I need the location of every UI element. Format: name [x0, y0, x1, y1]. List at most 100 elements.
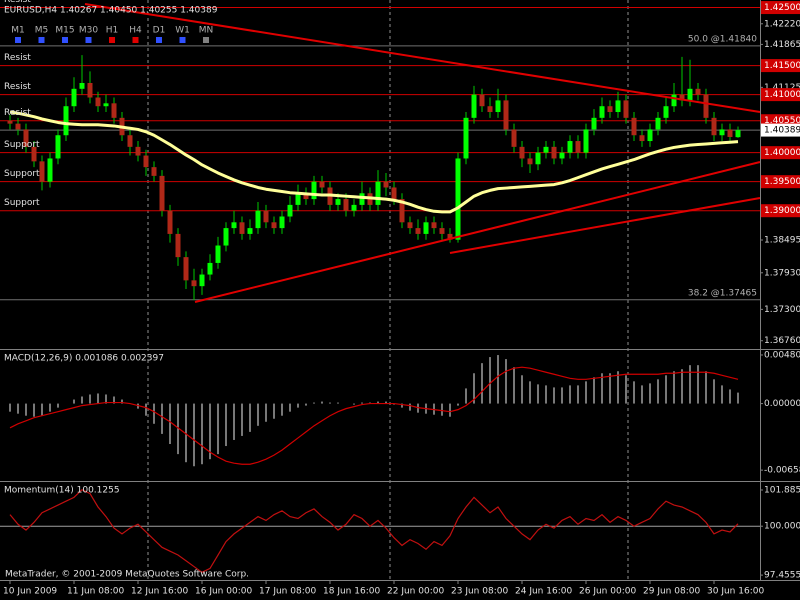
candle-body	[735, 130, 741, 138]
y-tick-label: 1.42220	[764, 19, 800, 29]
y-tick-label: 1.38495	[764, 236, 800, 246]
timeframe-label: H4	[129, 26, 142, 36]
candle-body	[271, 222, 277, 229]
candle-body	[39, 161, 45, 182]
candle-body	[391, 187, 397, 200]
candle-body	[383, 181, 389, 188]
timeframe-label: M30	[79, 26, 98, 36]
candle-body	[543, 146, 549, 153]
candle-body	[207, 262, 213, 275]
candle-body	[695, 88, 701, 95]
y-tick-label: 101.8855	[764, 485, 800, 495]
candle-body	[727, 129, 733, 137]
candle-body	[351, 204, 357, 211]
candle-body	[359, 193, 365, 205]
timeframe-button[interactable]	[132, 37, 139, 43]
candle-body	[655, 117, 661, 130]
candle-body	[15, 123, 21, 130]
candle-body	[135, 146, 141, 156]
candle-body	[111, 103, 117, 118]
panel-title: EURUSD,H4 1.40267 1.40450 1.40255 1.4038…	[4, 6, 218, 16]
candle-body	[567, 141, 573, 153]
timeframe-button[interactable]	[109, 37, 115, 43]
candle-body	[471, 94, 477, 118]
candle-body	[415, 228, 421, 234]
candle-body	[375, 181, 381, 205]
x-tick-label: 17 Jun 08:00	[259, 587, 316, 597]
candle-body	[79, 83, 85, 89]
timeframe-button[interactable]	[15, 37, 21, 43]
candle-body	[495, 100, 501, 113]
candle-body	[7, 120, 13, 124]
candle-body	[631, 117, 637, 136]
candle-body	[503, 100, 509, 130]
candle-body	[71, 88, 77, 107]
level-label: Support	[4, 169, 40, 179]
level-price-box	[761, 88, 800, 102]
candle-body	[535, 152, 541, 165]
moving-average	[9, 110, 739, 214]
candle-body	[623, 100, 629, 118]
candle-body	[487, 106, 493, 113]
x-tick-label: 18 Jun 16:00	[323, 587, 380, 597]
level-label: Resist	[4, 0, 31, 5]
bid-price: 1.40389	[764, 126, 800, 136]
candle-body	[671, 94, 677, 107]
y-tick-label: 1.37930	[764, 268, 800, 278]
candle-body	[303, 193, 309, 200]
timeframe-button[interactable]	[38, 37, 45, 43]
level-price-box	[761, 59, 800, 73]
candle-body	[287, 204, 293, 217]
level-price-box	[761, 175, 800, 189]
candle-body	[455, 158, 461, 240]
candle-body	[215, 245, 221, 263]
candle-body	[143, 155, 149, 168]
y-tick-label: 0.000000	[764, 399, 800, 409]
candle-body	[263, 210, 269, 223]
level-price: 1.39000	[764, 206, 800, 216]
candle-body	[199, 274, 205, 287]
candle-body	[31, 146, 37, 162]
level-price: 1.40000	[764, 148, 800, 158]
y-tick-label: 1.36760	[764, 336, 800, 346]
timeframe-button[interactable]	[62, 37, 68, 43]
y-tick-label: 97.4555	[764, 571, 800, 581]
timeframe-button[interactable]	[156, 37, 162, 43]
candle-body	[343, 199, 349, 211]
level-label: Resist	[4, 53, 31, 63]
candle-body	[167, 210, 173, 234]
level-price: 1.41000	[764, 90, 800, 100]
x-tick-label: 12 Jun 16:00	[131, 587, 188, 597]
x-tick-label: 30 Jun 16:00	[707, 587, 764, 597]
timeframe-label: M15	[55, 26, 74, 36]
candle-body	[463, 117, 469, 159]
level-price: 1.40550	[764, 116, 800, 126]
candle-body	[399, 199, 405, 223]
level-label: Support	[4, 198, 40, 208]
candle-body	[687, 88, 693, 101]
timeframe-button[interactable]	[179, 37, 186, 43]
y-tick-label: 100.0000	[764, 522, 800, 532]
candle-body	[607, 106, 613, 113]
candle-body	[239, 222, 245, 234]
candle-body	[295, 193, 301, 205]
candle-body	[87, 83, 93, 98]
candle-body	[127, 135, 133, 147]
trendline	[449, 197, 761, 254]
candle-body	[583, 129, 589, 153]
level-price: 1.41500	[764, 61, 800, 71]
level-price: 1.39500	[764, 177, 800, 187]
level-price-box	[761, 146, 800, 160]
candle-body	[319, 181, 325, 188]
candle-body	[103, 103, 109, 107]
candle-body	[599, 106, 605, 118]
timeframe-button[interactable]	[203, 37, 209, 43]
candle-body	[647, 129, 653, 142]
timeframe-button[interactable]	[85, 37, 92, 43]
candle-body	[279, 216, 285, 229]
candle-body	[311, 181, 317, 200]
candle-body	[431, 222, 437, 229]
y-tick-label: 1.37300	[764, 305, 800, 315]
